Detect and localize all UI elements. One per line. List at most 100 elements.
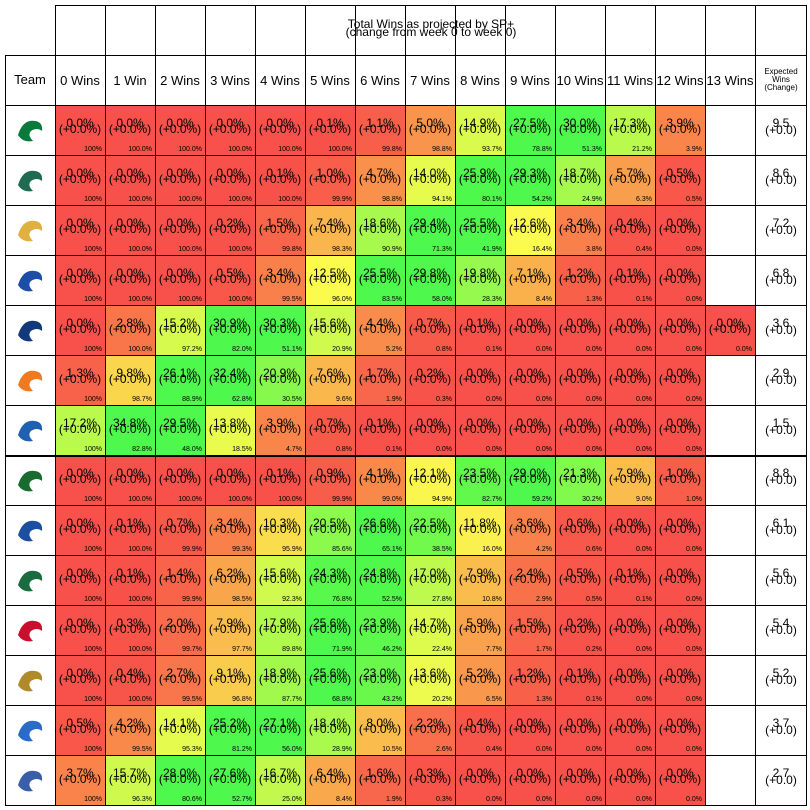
cumulative-probability: 0.6% — [586, 546, 602, 553]
win-probability-cell: 1.2% (+0.0%) 1.3% — [555, 255, 605, 305]
cumulative-probability: 8.4% — [536, 296, 552, 303]
win-probability: 0.0% — [66, 266, 94, 280]
win-probability: 21.3% — [562, 466, 598, 480]
cumulative-probability: 100% — [84, 646, 102, 653]
win-probability: 0.0% — [666, 416, 694, 430]
probability-change: (+0.0%) — [308, 422, 352, 436]
team-logo-shape — [18, 370, 43, 392]
probability-change: (+0.0%) — [408, 772, 452, 786]
probability-change: (+0.0%) — [158, 722, 202, 736]
cumulative-probability: 0.0% — [536, 396, 552, 403]
probability-change: (+0.0%) — [108, 272, 152, 286]
win-probability-cell: 5.7% (+0.0%) 6.3% — [605, 155, 655, 205]
column-header: 6 Wins — [360, 72, 400, 88]
cumulative-probability: 100% — [84, 546, 102, 553]
win-probability: 25.2% — [212, 716, 248, 730]
cumulative-probability: 100% — [84, 596, 102, 603]
cumulative-probability: 100% — [84, 196, 102, 203]
win-probability: 18.4% — [312, 716, 348, 730]
win-probability-cell: 1.0% (+0.0%) 1.0% — [655, 455, 705, 505]
probability-change: (+0.0%) — [408, 322, 452, 336]
cumulative-probability: 100.0% — [328, 146, 352, 153]
probability-change: (+0.0%) — [208, 422, 252, 436]
probability-change: (+0.0%) — [108, 172, 152, 186]
win-probability: 22.5% — [412, 516, 448, 530]
win-probability-cell: 30.0% (+0.0%) 51.3% — [555, 105, 605, 155]
probability-change: (+0.0%) — [308, 722, 352, 736]
team-logo-shape — [18, 720, 43, 742]
win-probability-cell: 1.0% (+0.0%) 99.9% — [305, 155, 355, 205]
expected-wins-cell: 8.8 (+0.0) — [755, 455, 807, 505]
win-probability-cell: 30.9% (+0.0%) 82.0% — [205, 305, 255, 355]
probability-change: (+0.0%) — [58, 372, 102, 386]
cumulative-probability: 100.0% — [228, 146, 252, 153]
team-logo-icon — [18, 270, 43, 292]
win-probability-cell: 0.0% (+0.0%) 0.0% — [555, 355, 605, 405]
win-probability-cell: 13.6% (+0.0%) 20.2% — [405, 655, 455, 705]
probability-change: (+0.0%) — [158, 222, 202, 236]
cumulative-probability: 9.6% — [336, 396, 352, 403]
win-probability-cell: 7.9% (+0.0%) 9.0% — [605, 455, 655, 505]
grid-line-horizontal — [5, 205, 807, 206]
win-probability: 0.6% — [566, 516, 594, 530]
win-probability-cell: 0.0% (+0.0%) 100.0% — [205, 455, 255, 505]
win-probability-cell: 0.0% (+0.0%) 0.0% — [655, 555, 705, 605]
win-probability-cell: 0.0% (+0.0%) 0.0% — [655, 505, 705, 555]
win-probability: 5.0% — [416, 116, 444, 130]
win-probability-cell: 0.4% (+0.0%) 0.4% — [455, 705, 505, 755]
cumulative-probability: 100.0% — [178, 146, 202, 153]
grid-line-horizontal — [5, 255, 807, 256]
win-probability: 12.6% — [512, 216, 548, 230]
probability-change: (+0.0%) — [358, 422, 402, 436]
expected-wins-change: (+0.0) — [765, 673, 797, 687]
probability-change: (+0.0%) — [358, 722, 402, 736]
team-logo-icon — [18, 420, 43, 442]
win-probability-cell: 7.1% (+0.0%) 8.4% — [505, 255, 555, 305]
win-probability: 0.0% — [466, 766, 494, 780]
cumulative-probability: 100% — [84, 496, 102, 503]
cumulative-probability: 51.3% — [582, 146, 602, 153]
win-probability: 0.0% — [566, 416, 594, 430]
team-logo-shape — [18, 670, 43, 692]
expected-wins-change: (+0.0) — [765, 273, 797, 287]
probability-change: (+0.0%) — [58, 572, 102, 586]
win-probability: 0.9% — [316, 466, 344, 480]
win-probability-cell: 17.0% (+0.0%) 27.8% — [405, 555, 455, 605]
cumulative-probability: 99.5% — [132, 746, 152, 753]
win-probability: 24.3% — [312, 566, 348, 580]
grid-line-horizontal — [5, 655, 807, 656]
probability-change: (+0.0%) — [508, 572, 552, 586]
probability-change: (+0.0%) — [608, 622, 652, 636]
expected-wins-cell: 2.7 (+0.0) — [755, 755, 807, 805]
probability-change: (+0.0%) — [308, 172, 352, 186]
cumulative-probability: 100.0% — [228, 196, 252, 203]
cumulative-probability: 100% — [84, 446, 102, 453]
win-probability-cell: 26.1% (+0.0%) 88.9% — [155, 355, 205, 405]
cumulative-probability: 0.1% — [486, 346, 502, 353]
column-header: 11 Wins — [607, 72, 653, 88]
win-probability-cell: 0.0% (+0.0%) 0.0% — [655, 405, 705, 455]
win-probability: 2.2% — [416, 716, 444, 730]
probability-change: (+0.0%) — [58, 422, 102, 436]
column-header: 8 Wins — [460, 72, 500, 88]
win-probability: 0.0% — [616, 716, 644, 730]
expected-wins-cell: 3.7 (+0.0) — [755, 705, 807, 755]
win-probability-cell: 3.4% (+0.0%) 99.5% — [255, 255, 305, 305]
win-probability-cell: 0.4% (+0.0%) 0.4% — [605, 205, 655, 255]
expected-wins: 2.9 — [772, 366, 790, 380]
win-probability: 0.0% — [516, 416, 544, 430]
cumulative-probability: 100% — [84, 246, 102, 253]
win-probability-cell: 27.5% (+0.0%) 78.8% — [505, 105, 555, 155]
probability-change: (+0.0%) — [58, 272, 102, 286]
expected-wins: 5.6 — [772, 566, 790, 580]
win-probability: 0.0% — [716, 316, 744, 330]
cumulative-probability: 0.1% — [636, 596, 652, 603]
win-probability: 1.5% — [266, 216, 294, 230]
win-probability-cell: 0.0% (+0.0%) 0.0% — [655, 305, 705, 355]
win-probability: 0.1% — [116, 516, 144, 530]
cumulative-probability: 81.2% — [232, 746, 252, 753]
cumulative-probability: 82.8% — [132, 446, 152, 453]
expected-wins-cell: 3.6 (+0.0) — [755, 305, 807, 355]
win-probability: 12.1% — [412, 466, 448, 480]
cumulative-probability: 99.7% — [182, 646, 202, 653]
